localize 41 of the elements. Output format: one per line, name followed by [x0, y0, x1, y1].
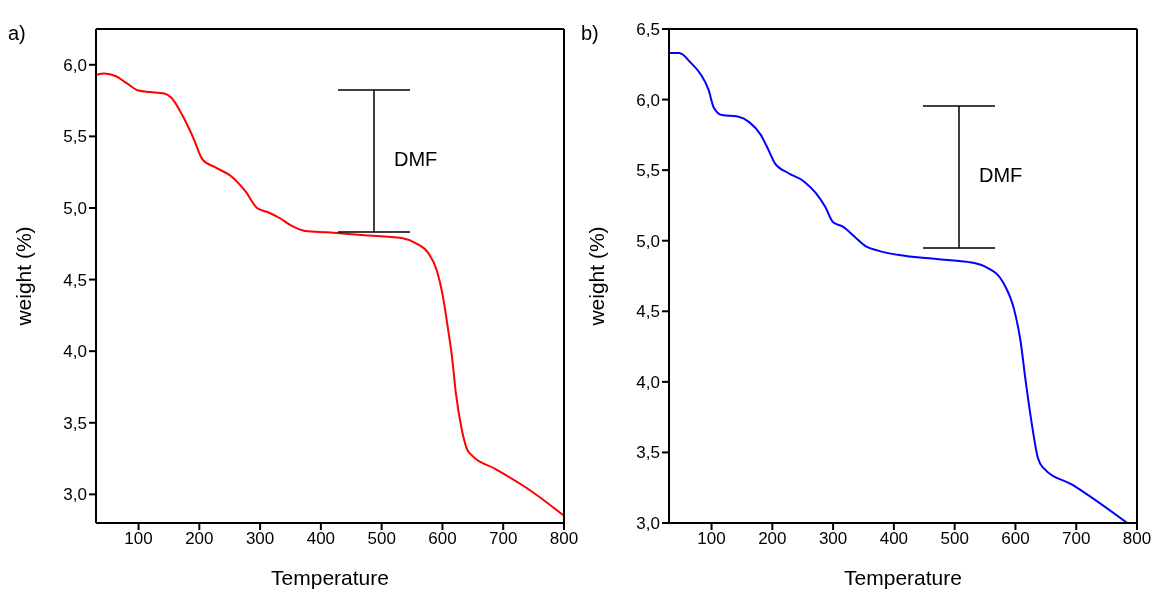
y-axis-title: weight (%)	[12, 226, 36, 327]
chart-title: a)	[8, 22, 26, 45]
x-tick-label: 600	[1001, 529, 1030, 549]
y-tick-label: 6,5	[636, 20, 660, 40]
annotation: DMF	[979, 164, 1023, 187]
line-series	[669, 51, 1129, 523]
annotation: DMF	[394, 148, 438, 171]
x-tick-label: 500	[367, 529, 396, 549]
y-tick-label: 5,0	[636, 231, 660, 251]
x-tick-label: 600	[428, 529, 457, 549]
x-tick-label: 400	[879, 529, 909, 549]
x-tick-label: 300	[245, 529, 275, 549]
x-tick-label: 300	[818, 529, 848, 549]
x-tick-label: 100	[697, 529, 726, 549]
y-tick-label: 3,0	[636, 514, 660, 534]
y-tick-label: 4,0	[636, 372, 660, 392]
y-tick-label: 6,0	[63, 55, 87, 75]
y-tick-label: 6,0	[636, 90, 660, 110]
y-tick-label: 5,0	[63, 199, 87, 219]
x-axis-title: Temperature	[271, 566, 389, 589]
x-tick-label: 200	[185, 529, 214, 549]
y-tick-label: 3,5	[636, 443, 660, 463]
y-tick-label: 5,5	[63, 127, 87, 147]
x-tick-label: 700	[489, 529, 518, 549]
chart-title: b)	[581, 22, 599, 45]
y-tick-label: 3,0	[63, 485, 87, 505]
y-tick-label: 5,5	[636, 161, 660, 181]
line-series	[96, 72, 564, 517]
x-tick-label: 400	[306, 529, 336, 549]
x-tick-label: 500	[940, 529, 969, 549]
x-tick-label: 100	[124, 529, 153, 549]
y-tick-label: 3,5	[63, 413, 87, 433]
x-tick-label: 800	[1122, 529, 1152, 549]
y-tick-label: 4,5	[63, 270, 87, 290]
x-tick-label: 700	[1062, 529, 1091, 549]
y-tick-label: 4,0	[63, 342, 87, 362]
x-axis-title: Temperature	[844, 566, 962, 589]
x-tick-label: 200	[758, 529, 787, 549]
y-axis-title: weight (%)	[585, 226, 609, 327]
x-tick-label: 800	[549, 529, 579, 549]
y-tick-label: 4,5	[636, 302, 660, 322]
